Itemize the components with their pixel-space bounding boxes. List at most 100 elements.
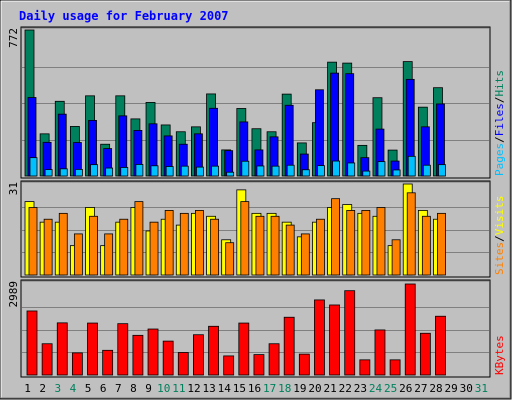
bar-pages-day-11: [180, 165, 189, 177]
bar-kbytes-day-22: [344, 290, 356, 376]
bar-pages-day-15: [241, 160, 250, 177]
x-tick-label: 23: [354, 382, 367, 395]
bar-sites-day-21: [331, 198, 340, 276]
x-tick-label: 27: [414, 382, 427, 395]
x-tick-label: 18: [278, 382, 291, 395]
bar-pages-day-28: [438, 164, 446, 177]
x-tick-label: 17: [263, 382, 276, 395]
bar-kbytes-day-27: [419, 332, 431, 376]
bar-sites-day-18: [285, 224, 295, 276]
bar-pages-day-22: [347, 162, 356, 177]
x-tick-label: 8: [130, 382, 137, 395]
legend-hits: Hits: [493, 70, 506, 97]
bar-pages-day-23: [362, 170, 371, 177]
legend-kbytes: KBytes: [493, 335, 506, 375]
bar-kbytes-day-1: [26, 310, 38, 376]
bar-kbytes-day-16: [253, 354, 265, 376]
x-tick-label: 30: [460, 382, 473, 395]
bar-pages-day-4: [74, 168, 83, 177]
bar-kbytes-day-21: [329, 304, 340, 376]
legend-separator: /: [493, 136, 506, 143]
y-max-label: 2989: [7, 281, 20, 308]
x-tick-label: 16: [248, 382, 261, 395]
x-tick-label: 2: [39, 382, 46, 395]
bar-kbytes-day-5: [87, 322, 98, 376]
bar-pages-day-1: [29, 157, 38, 177]
bar-kbytes-day-8: [132, 334, 144, 376]
x-tick-label: 9: [145, 382, 152, 395]
panel-frame: [20, 279, 491, 378]
bar-pages-day-10: [165, 166, 174, 177]
bar-pages-day-25: [392, 169, 401, 177]
bar-pages-day-21: [332, 160, 340, 177]
legend-pages: Pages: [493, 143, 506, 176]
bar-sites-day-25: [391, 239, 401, 276]
bar-sites-day-5: [89, 215, 98, 276]
legend-visits: Visits: [493, 196, 506, 236]
bar-kbytes-day-24: [374, 329, 386, 376]
y-max-label: 772: [7, 28, 20, 48]
bar-pages-day-18: [286, 164, 295, 177]
bar-kbytes-day-11: [177, 352, 189, 376]
bar-kbytes-day-26: [404, 283, 416, 376]
bar-sites-day-6: [104, 233, 114, 276]
bar-sites-day-13: [210, 218, 219, 276]
panel-frame: [20, 180, 491, 278]
panel-frame: [20, 26, 491, 179]
bar-files-day-22: [345, 73, 355, 177]
bar-files-day-20: [315, 89, 324, 177]
bar-pages-day-6: [105, 167, 114, 177]
bar-files-day-21: [330, 72, 339, 177]
bar-files-day-7: [118, 115, 128, 177]
bar-kbytes-day-25: [389, 359, 401, 376]
bar-sites-day-12: [195, 210, 204, 276]
bar-pages-day-20: [317, 165, 325, 177]
bar-sites-day-11: [179, 212, 189, 276]
bar-pages-day-17: [271, 165, 280, 177]
bar-sites-day-2: [43, 218, 53, 276]
legend-visits-sites: Sites/Visits: [493, 196, 506, 276]
bar-sites-day-4: [73, 233, 83, 276]
bar-pages-day-12: [196, 166, 204, 177]
bar-kbytes-day-18: [283, 316, 295, 376]
x-tick-label: 21: [324, 382, 337, 395]
x-tick-label: 11: [172, 382, 185, 395]
bar-kbytes-day-13: [208, 325, 219, 376]
legend-files: Files: [493, 103, 506, 136]
bar-pages-day-26: [407, 155, 416, 177]
x-tick-label: 1: [24, 382, 31, 395]
bar-pages-day-16: [256, 165, 265, 177]
bar-kbytes-day-9: [147, 328, 159, 376]
bar-sites-day-19: [300, 233, 310, 276]
panel-kbytes: 2989 KBytes: [7, 279, 506, 378]
bar-kbytes-day-6: [102, 349, 114, 376]
bar-sites-day-23: [361, 210, 371, 276]
bar-kbytes-day-14: [223, 355, 235, 376]
bar-sites-day-14: [225, 242, 235, 276]
x-tick-label: 15: [233, 382, 246, 395]
panel-visits-sites: 31 Sites/Visits: [7, 180, 506, 278]
bar-pages-day-9: [150, 165, 159, 177]
x-tick-label: 10: [157, 382, 170, 395]
bar-pages-day-5: [90, 164, 98, 177]
bar-sites-day-8: [134, 201, 144, 276]
bar-sites-day-22: [346, 210, 356, 276]
bar-pages-day-27: [422, 164, 431, 177]
legend-kbytes: KBytes: [493, 335, 506, 375]
y-max-label: 31: [7, 182, 20, 195]
x-axis-day-labels: 1 2 3 4 5 6 7 8 9 10 11 12 13 14 15 16 17 18 19 20 21 22 23 24 2…: [24, 382, 488, 395]
x-tick-label: 26: [399, 382, 412, 395]
bar-sites-day-3: [58, 212, 68, 276]
bar-pages-day-14: [226, 171, 235, 177]
bar-sites-day-15: [240, 201, 250, 276]
bar-kbytes-day-28: [435, 315, 446, 376]
bar-kbytes-day-10: [162, 340, 174, 376]
bar-sites-day-10: [164, 210, 174, 276]
bar-kbytes-day-3: [56, 322, 68, 376]
x-tick-label: 13: [202, 382, 215, 395]
bar-kbytes-day-2: [41, 343, 53, 376]
bar-sites-day-17: [270, 215, 280, 276]
